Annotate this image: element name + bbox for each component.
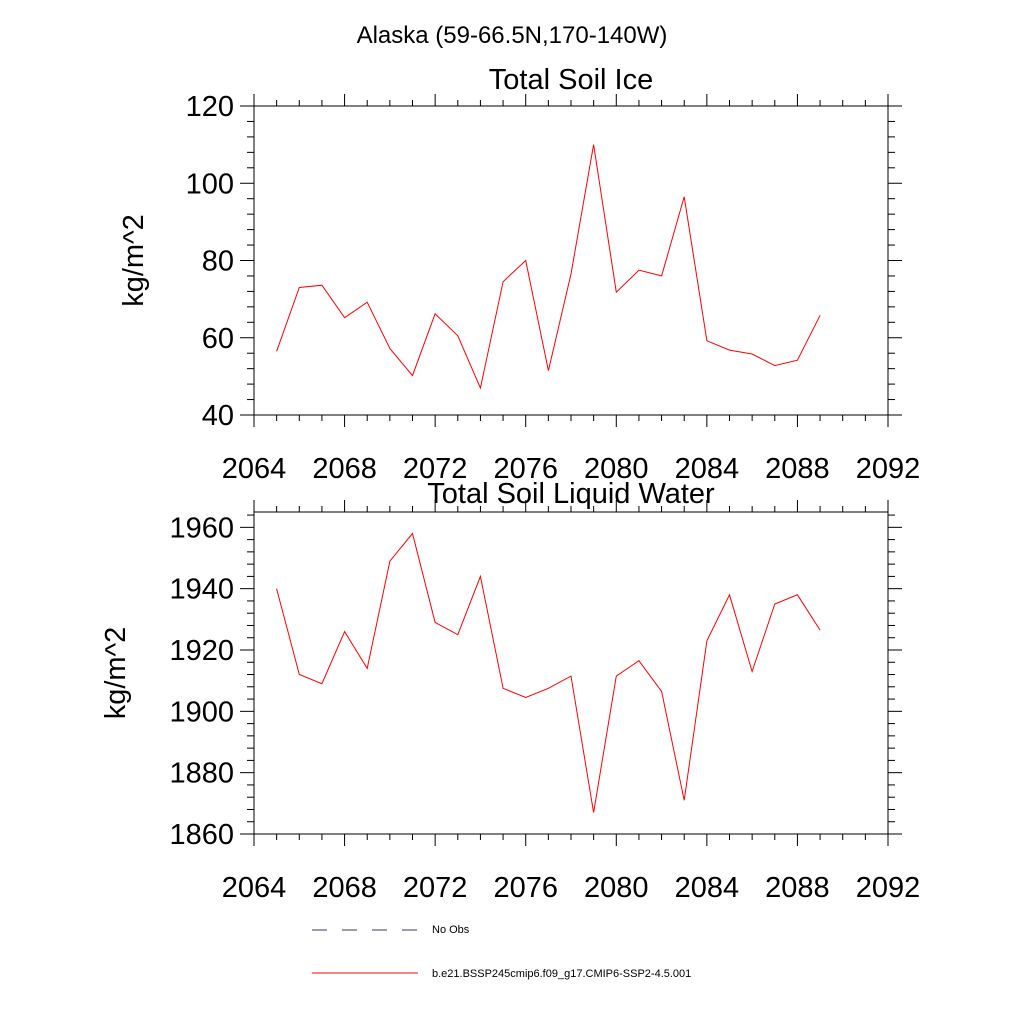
y-tick-label: 1960 (169, 512, 234, 544)
legend-label-model: b.e21.BSSP245cmip6.f09_g17.CMIP6-SSP2-4.… (432, 968, 691, 980)
plot-frame (253, 511, 889, 835)
y-tick-label: 1940 (169, 574, 234, 606)
y-axis-label: kg/m^2 (100, 627, 132, 720)
y-tick-label: 1860 (169, 819, 234, 851)
y-tick-label: 120 (186, 91, 234, 123)
figure-title: Alaska (59-66.5N,170-140W) (357, 22, 668, 49)
x-tick-label: 2092 (856, 872, 921, 904)
x-tick-label: 2092 (856, 453, 921, 485)
y-tick-label: 1880 (169, 758, 234, 790)
x-tick-label: 2068 (312, 872, 377, 904)
x-tick-label: 2088 (765, 453, 830, 485)
x-tick-label: 2076 (493, 453, 558, 485)
x-tick-label: 2072 (403, 453, 468, 485)
x-tick-label: 2084 (675, 872, 740, 904)
legend-label-no-obs: No Obs (432, 924, 470, 936)
series-line (276, 532, 821, 813)
x-tick-label: 2076 (493, 872, 558, 904)
x-tick-label: 2064 (222, 872, 287, 904)
panel-total-soil-liquid-water: Total Soil Liquid Water 2064 2068 2072 2076 2… (100, 478, 920, 904)
panel-total-soil-ice: Total Soil Ice 2064 2068 2072 2076 2080 2084 20… (118, 64, 920, 485)
x-tick-label: 2080 (584, 453, 649, 485)
legend: No Obs b.e21.BSSP245cmip6.f09_g17.CMIP6-… (312, 924, 691, 980)
plot-frame (253, 105, 889, 416)
x-tick-label: 2072 (403, 872, 468, 904)
y-tick-label: 100 (186, 168, 234, 200)
x-tick-label: 2084 (675, 453, 740, 485)
panel-title: Total Soil Ice (489, 64, 653, 96)
y-tick-label: 1900 (169, 696, 234, 728)
y-tick-label: 40 (202, 400, 234, 432)
y-tick-label: 80 (202, 246, 234, 278)
y-axis-label: kg/m^2 (118, 214, 150, 307)
panel-title: Total Soil Liquid Water (427, 478, 715, 510)
x-tick-label: 2068 (312, 453, 377, 485)
series-line (276, 144, 821, 390)
y-tick-label: 1920 (169, 635, 234, 667)
x-tick-label: 2064 (222, 453, 287, 485)
y-tick-label: 60 (202, 323, 234, 355)
x-tick-label: 2088 (765, 872, 830, 904)
x-tick-label: 2080 (584, 872, 649, 904)
